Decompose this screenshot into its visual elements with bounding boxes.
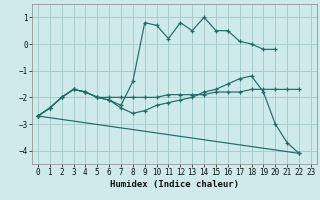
X-axis label: Humidex (Indice chaleur): Humidex (Indice chaleur) (110, 180, 239, 189)
